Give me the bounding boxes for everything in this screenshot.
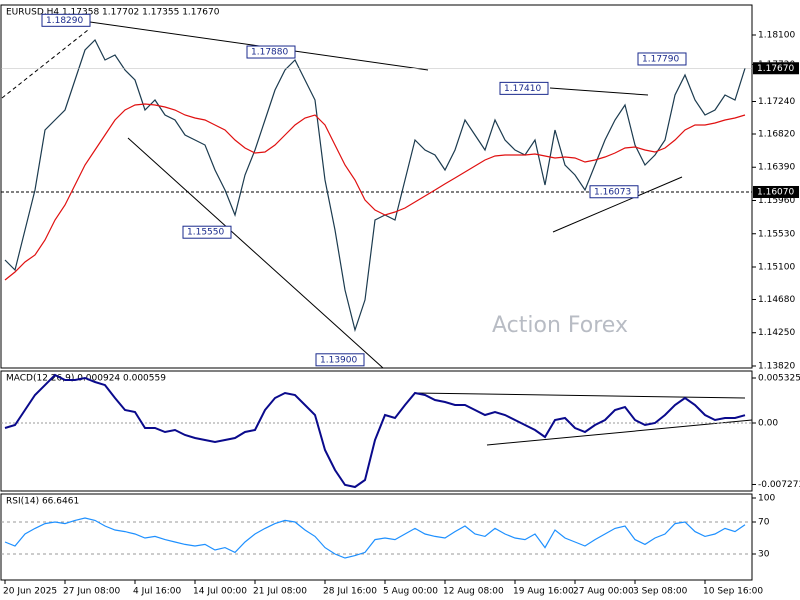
trend-line: [1, 29, 89, 99]
series-line: [4, 38, 746, 333]
y-tick-label: 1.18100: [758, 31, 795, 41]
x-tick-label: 4 Jul 16:00: [133, 587, 182, 597]
x-tick-label: 21 Jul 08:00: [253, 587, 307, 597]
annotation-label: 1.15550: [187, 228, 224, 238]
panel-border: [0, 370, 753, 492]
trend-line: [127, 137, 384, 369]
annotation-label: 1.17410: [504, 84, 541, 94]
y-tick-label: -0.007273: [758, 480, 800, 490]
y-tick-label: 30: [758, 550, 770, 560]
annotation-box: [41, 13, 91, 27]
x-tick-label: 10 Sep 16:00: [703, 587, 763, 597]
y-tick-label: 1.16390: [758, 163, 795, 173]
y-tick-label: 0.00: [758, 419, 778, 429]
price-annotation: 1.16073: [589, 185, 639, 199]
annotation-box: [182, 225, 232, 239]
x-tick-label: 12 Aug 08:00: [443, 587, 504, 597]
x-tick-label: 28 Jul 16:00: [323, 587, 377, 597]
price-annotation: 1.15550: [182, 225, 232, 239]
price-annotation: 1.17790: [637, 52, 687, 66]
y-tick-label: 1.16820: [758, 129, 795, 139]
watermark: Action Forex: [492, 313, 628, 338]
y-tick-label: 1.15530: [758, 229, 795, 239]
annotation-box: [589, 185, 639, 199]
annotation-label: 1.18290: [46, 16, 83, 26]
price-annotation: 1.13900: [315, 353, 365, 367]
trend-line: [414, 392, 746, 399]
y-tick-label: 0.005325: [758, 373, 800, 383]
price-annotation: 1.17410: [499, 81, 549, 95]
x-tick-label: 14 Jul 00:00: [193, 587, 247, 597]
y-tick-label: 1.15960: [758, 196, 795, 206]
price-tag-label: 1.16070: [757, 187, 794, 197]
x-tick-label: 5 Aug 00:00: [383, 587, 438, 597]
price-annotation: 1.17880: [246, 45, 296, 59]
x-tick-label: 20 Jun 2025: [3, 587, 57, 597]
x-tick-label: 27 Aug 00:00: [573, 587, 634, 597]
panel-border: [0, 4, 753, 369]
annotation-box: [315, 353, 365, 367]
y-tick-label: 100: [758, 494, 775, 504]
series-line: [4, 373, 746, 489]
annotation-box: [499, 81, 549, 95]
series-line: [4, 103, 746, 281]
y-tick-label: 1.14680: [758, 295, 795, 305]
panel-title: RSI(14) 66.6461: [6, 497, 79, 507]
price-tag: [753, 62, 799, 75]
price-tag: [753, 185, 799, 198]
y-tick-label: 1.14250: [758, 328, 795, 338]
series-line: [4, 517, 746, 559]
price-annotation: 1.18290: [41, 13, 91, 27]
trend-line: [549, 87, 649, 96]
x-tick-label: 19 Aug 16:00: [513, 587, 574, 597]
price-tag-label: 1.17670: [757, 64, 794, 74]
panel-border: [0, 493, 753, 581]
annotation-label: 1.16073: [594, 187, 631, 197]
panel-title: EURUSD,H4 1.17358 1.17702 1.17355 1.1767…: [6, 8, 220, 18]
annotation-box: [246, 45, 296, 59]
trend-line: [552, 176, 683, 233]
annotation-box: [637, 52, 687, 66]
y-tick-label: 1.17240: [758, 97, 795, 107]
x-tick-label: 3 Sep 08:00: [633, 587, 688, 597]
x-tick-label: 27 Jun 08:00: [63, 587, 120, 597]
y-tick-label: 1.13820: [758, 361, 795, 371]
y-tick-label: 1.15100: [758, 263, 795, 273]
annotation-label: 1.17790: [642, 54, 679, 64]
annotation-label: 1.17880: [251, 48, 288, 58]
annotation-label: 1.13900: [320, 355, 357, 365]
y-tick-label: 70: [758, 518, 770, 528]
trend-line: [486, 419, 753, 446]
